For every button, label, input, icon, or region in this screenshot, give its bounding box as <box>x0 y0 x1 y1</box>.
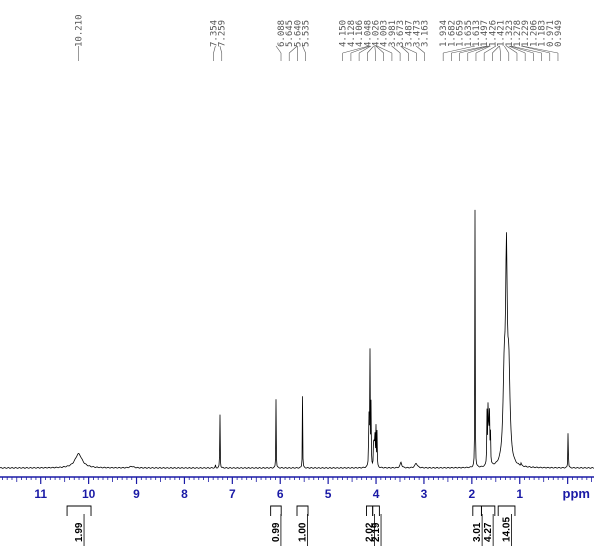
peak-label-connector <box>391 45 401 54</box>
integral-bracket <box>480 505 496 516</box>
tick-label-group: 11 10 9 8 7 6 5 4 3 2 1 ppm <box>34 486 590 501</box>
integral-value: 1.00 <box>298 522 309 542</box>
peak-label-connector <box>275 45 282 54</box>
peak-label-connector <box>506 45 518 54</box>
tick-label: 7 <box>229 487 236 501</box>
peak-label: 0.971 <box>546 20 556 47</box>
integral-value: 0.99 <box>271 522 282 542</box>
peak-label-connector <box>367 45 374 54</box>
peak-label-connector <box>415 45 425 54</box>
peak-label-connector <box>504 45 510 54</box>
peak-label: 4.150 <box>339 20 349 47</box>
tick-group <box>1 477 593 484</box>
integral-bracket <box>270 505 282 516</box>
tick-label: 4 <box>373 487 380 501</box>
peak-label: 5.535 <box>302 20 312 47</box>
tick-label: 6 <box>277 487 284 501</box>
axis-unit-label: ppm <box>563 486 590 501</box>
tick-label: 10 <box>82 487 96 501</box>
integral-bracket <box>372 505 380 516</box>
peak-label: 0.949 <box>554 20 564 47</box>
integral-value: 2.19 <box>371 522 382 542</box>
peak-label-connector <box>350 45 371 54</box>
peak-label-connector <box>374 45 376 54</box>
peak-label: 1.613 <box>472 20 482 47</box>
peak-label: 1.682 <box>447 20 457 47</box>
integral-bracket <box>472 505 482 516</box>
peak-label-connector <box>443 45 476 54</box>
peak-label-connector <box>467 45 490 54</box>
peak-label-connector <box>302 45 306 54</box>
peak-label-connector <box>219 45 223 54</box>
tick-label: 11 <box>34 487 47 501</box>
tick-label: 3 <box>421 487 428 501</box>
peak-label-connector <box>358 45 372 54</box>
peak-label: 3.981 <box>388 20 398 47</box>
peak-label-connector <box>459 45 489 54</box>
peak-label: 6.088 <box>277 20 287 47</box>
peak-label: 4.048 <box>363 20 373 47</box>
tick-label: 2 <box>469 487 476 501</box>
tick-label: 9 <box>133 487 140 501</box>
integral-value: 1.99 <box>74 522 85 542</box>
peak-label-connector <box>475 45 491 54</box>
peak-label: 1.635 <box>464 20 474 47</box>
peak-label: 4.106 <box>355 20 365 47</box>
peak-label-connector <box>401 45 417 54</box>
peak-label: 4.026 <box>372 20 382 47</box>
peak-label-connector <box>484 45 497 54</box>
integral-bracket <box>66 505 92 516</box>
spectrum-line <box>0 209 594 469</box>
tick-label: 1 <box>516 487 523 501</box>
peak-label-connector <box>213 45 216 54</box>
peak-label-connector <box>510 45 542 54</box>
peak-label-connector <box>522 45 559 54</box>
integral-value: 3.01 <box>472 522 483 542</box>
peak-label: 1.323 <box>505 20 515 47</box>
integral-bracket <box>296 505 309 516</box>
integral-value: 14.05 <box>502 517 513 542</box>
integral-bracket <box>497 505 516 516</box>
peak-label: 1.421 <box>497 20 507 47</box>
peak-label: 5.645 <box>285 20 295 47</box>
integral-value: 4.27 <box>483 522 494 542</box>
peak-label: 4.003 <box>380 20 390 47</box>
peak-label-connector <box>289 45 298 54</box>
peak-label: 5.640 <box>293 20 303 47</box>
tick-label: 5 <box>325 487 332 501</box>
peak-label: 1.229 <box>521 20 531 47</box>
peak-label-connector <box>400 45 409 54</box>
peak-label: 3.487 <box>404 20 414 47</box>
peak-label: 1.934 <box>439 20 449 47</box>
peak-label: 1.497 <box>480 20 490 47</box>
peak-label: 1.659 <box>456 20 466 47</box>
integral-group: 1.99 0.99 1.00 2.022.19 3.01 4.27 14.05 <box>66 505 516 546</box>
peak-label: 1.206 <box>529 20 539 47</box>
peak-label-connector <box>451 45 488 54</box>
peak-label: 1.426 <box>488 20 498 47</box>
peak-label: 7.354 <box>210 20 220 47</box>
tick-label: 8 <box>181 487 188 501</box>
peak-label: 1.278 <box>513 20 523 47</box>
peak-label-connector <box>375 45 384 54</box>
peak-label: 1.183 <box>538 20 548 47</box>
peak-label: 10.210 <box>75 14 85 47</box>
peak-label-connector <box>499 45 501 54</box>
peak-label-connector <box>342 45 369 54</box>
peak-label: 4.128 <box>347 20 357 47</box>
peak-label: 7.259 <box>218 20 228 47</box>
integral-bracket <box>366 505 374 516</box>
peak-label-connector <box>376 45 393 54</box>
peak-label: 3.473 <box>413 20 423 47</box>
peak-label-connector <box>521 45 550 54</box>
peak-label: 3.673 <box>396 20 406 47</box>
integral-value: 2.02 <box>365 522 376 542</box>
peak-label: 3.163 <box>421 20 431 47</box>
peak-label-connector <box>492 45 500 54</box>
peak-label-connector <box>509 45 534 54</box>
peak-label-connector <box>508 45 526 54</box>
